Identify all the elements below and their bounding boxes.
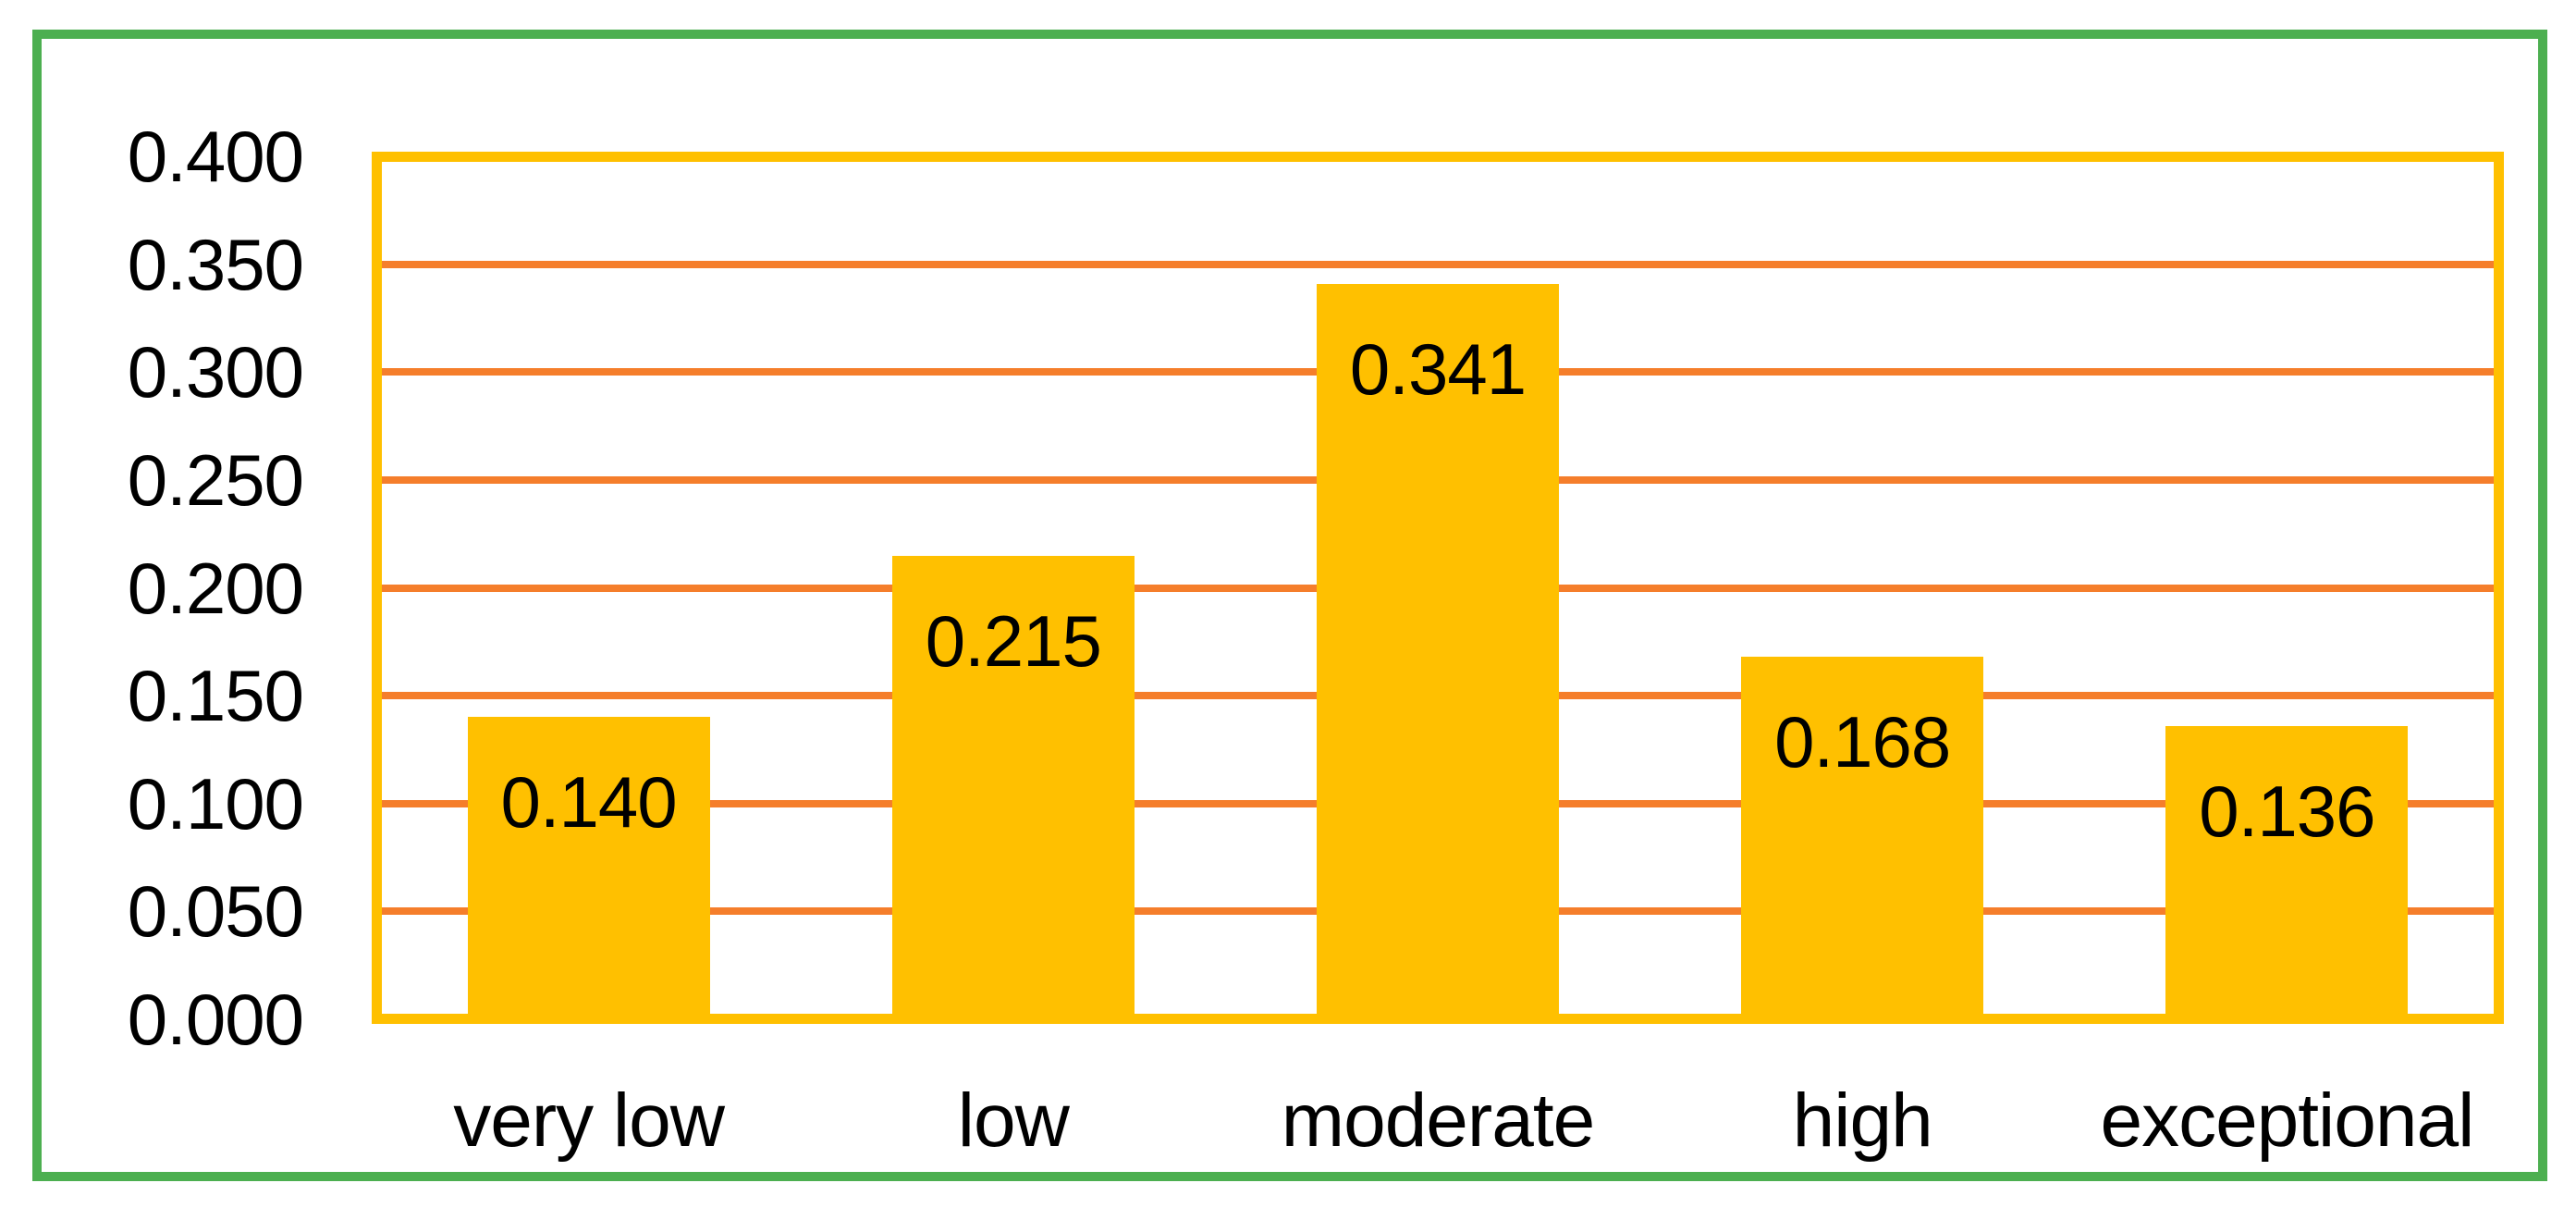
y-tick-label-0.100: 0.100 [127, 762, 304, 844]
bar-exceptional [2165, 725, 2409, 1015]
y-tick-label-0.250: 0.250 [127, 438, 304, 521]
y-tick-label-0.200: 0.200 [127, 547, 304, 629]
bar-high [1741, 657, 1984, 1015]
figure-border: 0.140 0.215 0.341 0.168 0.136 0.400 0.350 0.30… [32, 30, 2547, 1181]
category-label-low: low [957, 1078, 1070, 1163]
y-tick-label-0.150: 0.150 [127, 655, 304, 737]
y-tick-label-0.050: 0.050 [127, 870, 304, 953]
category-label-high: high [1792, 1078, 1933, 1163]
category-label-moderate: moderate [1281, 1078, 1595, 1163]
y-tick-label-0.300: 0.300 [127, 331, 304, 413]
category-label-very-low: very low [453, 1078, 725, 1163]
gridline-0.350 [382, 260, 2494, 268]
data-label-moderate: 0.341 [1349, 327, 1527, 410]
y-tick-label-0.000: 0.000 [127, 979, 304, 1060]
data-label-low: 0.215 [925, 599, 1102, 682]
category-label-exceptional: exceptional [2100, 1078, 2474, 1163]
bar-very-low [467, 717, 710, 1015]
y-tick-label-0.350: 0.350 [127, 223, 304, 305]
data-label-high: 0.168 [1774, 701, 1951, 783]
data-label-exceptional: 0.136 [2199, 770, 2375, 852]
y-tick-label-0.400: 0.400 [127, 116, 304, 197]
bar-low [891, 555, 1135, 1015]
data-label-very-low: 0.140 [500, 761, 677, 844]
bar-moderate [1317, 283, 1559, 1015]
